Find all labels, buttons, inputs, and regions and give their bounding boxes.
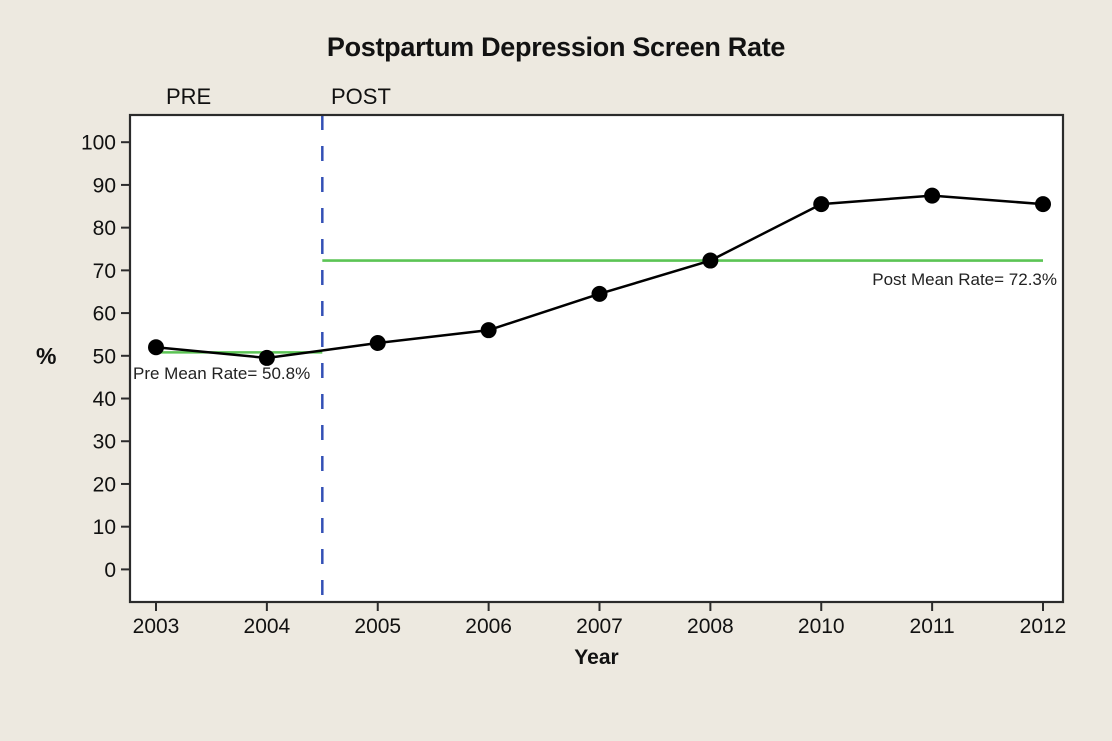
y-tick-label: 80	[93, 217, 116, 240]
plot-frame	[128, 113, 1065, 604]
y-tick-label: 70	[93, 260, 116, 283]
screen-rate-point-2010	[813, 196, 830, 213]
plot-background	[130, 115, 1063, 602]
screen-rate-point-2011	[924, 187, 941, 204]
x-tick-label: 2012	[1020, 615, 1067, 638]
phase-label-pre: PRE	[166, 84, 212, 109]
x-tick-label: 2005	[354, 615, 401, 638]
screen-rate-point-2006	[480, 322, 497, 339]
screen-rate-point-2007	[591, 285, 608, 302]
screen-rate-point-2008	[702, 252, 719, 269]
x-tick-label: 2011	[910, 615, 955, 638]
y-tick-label: 20	[93, 473, 116, 496]
x-tick-label: 2010	[798, 615, 845, 638]
x-tick-label: 2006	[465, 615, 512, 638]
y-tick-label: 30	[93, 431, 116, 454]
y-tick-label: 50	[93, 345, 116, 368]
screen-rate-point-2003	[148, 339, 164, 356]
x-tick-label: 2007	[576, 615, 623, 638]
post-mean-annotation: Post Mean Rate= 72.3%	[872, 270, 1057, 289]
phase-label-post: POST	[331, 84, 391, 109]
y-tick-label: 100	[81, 132, 116, 155]
x-tick-label: 2008	[687, 615, 734, 638]
y-tick-label: 40	[93, 388, 116, 411]
y-tick-label: 90	[93, 174, 116, 197]
y-tick-label: 60	[93, 303, 116, 326]
chart-title: Postpartum Depression Screen Rate	[326, 32, 786, 62]
screen-rate-point-2004	[258, 349, 275, 366]
y-axis-title: %	[36, 343, 57, 369]
y-tick-label: 0	[104, 559, 116, 582]
x-tick-label: 2004	[244, 615, 291, 638]
y-tick-label: 10	[93, 516, 116, 539]
screen-rate-point-2005	[369, 334, 386, 351]
x-tick-label: 2003	[133, 615, 180, 638]
x-axis-title: Year	[574, 646, 619, 669]
pre-mean-annotation: Pre Mean Rate= 50.8%	[133, 364, 311, 383]
screen-rate-point-2012	[1035, 196, 1051, 213]
